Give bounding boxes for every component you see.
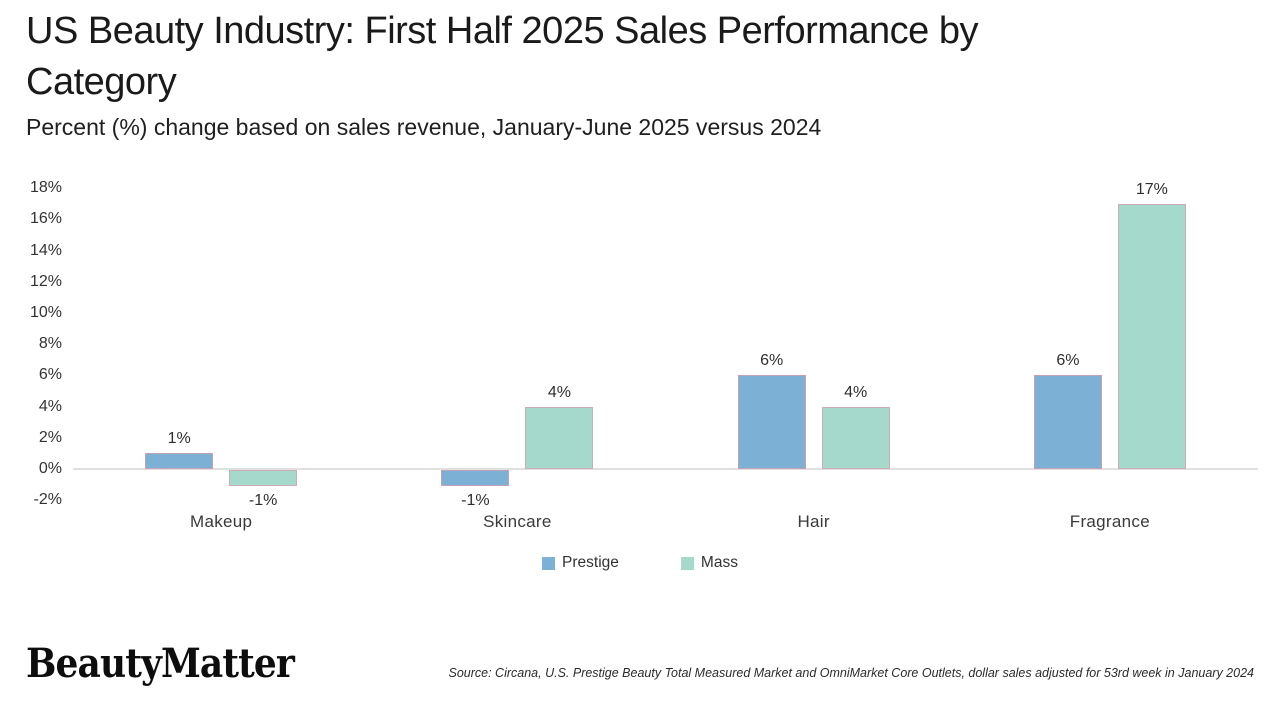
bar-value-label: 4%	[547, 383, 571, 401]
bar-value-label: 1%	[167, 430, 191, 448]
y-axis-label: 16%	[29, 210, 62, 228]
legend-label: Mass	[700, 554, 738, 571]
bar-prestige-makeup	[145, 453, 214, 469]
bar-value-label: 6%	[1056, 352, 1080, 370]
legend-item-mass: Mass	[680, 554, 738, 572]
bar-mass-skincare	[525, 406, 594, 469]
y-axis-label: 8%	[38, 335, 62, 353]
bar-prestige-fragrance	[1033, 375, 1102, 469]
y-axis-label: 14%	[29, 241, 62, 259]
legend-item-prestige: Prestige	[542, 554, 619, 572]
bar-mass-hair	[821, 406, 890, 469]
x-axis-zero-line	[73, 468, 1258, 470]
chart-title: US Beauty Industry: First Half 2025 Sale…	[26, 10, 978, 103]
y-axis: 18% 16% 14% 12% 10% 8% 6% 4% 2% 0% -2%	[0, 179, 62, 610]
plot-area: 1% -1% Makeup -1% 4% Skincare 6% 4% Hair 6% 17% Fra…	[73, 180, 1258, 610]
y-axis-label: 10%	[29, 304, 62, 321]
y-axis-label: 18%	[29, 179, 62, 197]
bar-value-label: -1%	[461, 491, 490, 509]
source-note: Source: Circana, U.S. Prestige Beauty To…	[448, 666, 1255, 680]
legend-label: Prestige	[562, 554, 619, 571]
y-axis-label: 4%	[38, 397, 62, 415]
bar-chart: 18% 16% 14% 12% 10% 8% 6% 4% 2% 0% -2% 1% -1% Makeup…	[0, 179, 1280, 610]
bar-value-label: 4%	[844, 383, 868, 401]
legend-swatch-icon	[542, 556, 556, 570]
bar-prestige-hair	[737, 375, 806, 469]
y-axis-label: 0%	[38, 460, 62, 477]
legend-swatch-icon	[680, 556, 694, 570]
category-label-hair: Hair	[797, 512, 830, 531]
y-axis-label: 12%	[29, 272, 62, 290]
bar-prestige-skincare	[441, 470, 510, 486]
category-label-makeup: Makeup	[189, 512, 253, 531]
beautymatter-logo: BeautyMatter	[26, 640, 295, 687]
bar-value-label: 17%	[1135, 180, 1168, 198]
chart-legend: Prestige Mass	[542, 554, 738, 572]
bar-value-label: 6%	[760, 352, 784, 370]
category-label-fragrance: Fragrance	[1069, 512, 1150, 531]
y-axis-label: 2%	[38, 428, 62, 446]
bar-value-label: -1%	[248, 491, 278, 509]
y-axis-label: 6%	[38, 366, 62, 384]
category-label-skincare: Skincare	[483, 512, 552, 531]
bar-mass-fragrance	[1117, 203, 1186, 469]
y-axis-label: -2%	[33, 491, 62, 509]
bar-mass-makeup	[229, 470, 298, 486]
chart-subtitle: Percent (%) change based on sales revenu…	[26, 114, 822, 140]
